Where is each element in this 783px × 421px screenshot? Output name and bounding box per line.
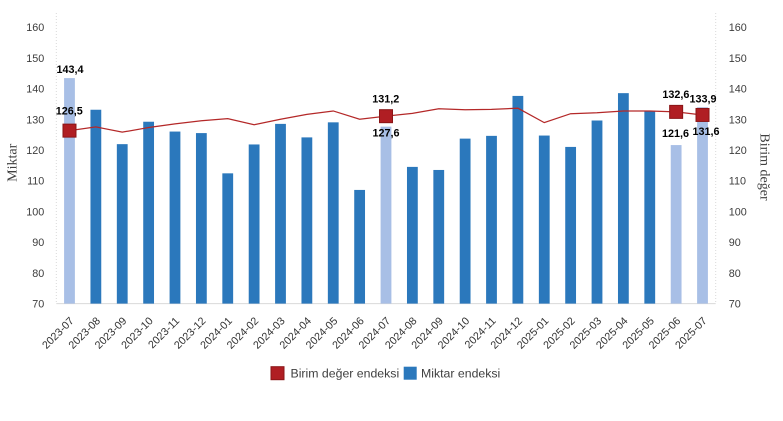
svg-text:121,6: 121,6 <box>662 128 689 140</box>
svg-text:120: 120 <box>729 145 747 157</box>
svg-text:80: 80 <box>729 268 741 280</box>
svg-text:130: 130 <box>729 114 747 126</box>
svg-text:127,6: 127,6 <box>372 128 399 140</box>
svg-text:140: 140 <box>26 84 44 96</box>
svg-text:Birim değer: Birim değer <box>757 133 772 201</box>
svg-text:126,5: 126,5 <box>56 105 83 117</box>
svg-text:150: 150 <box>729 53 747 65</box>
svg-text:120: 120 <box>26 145 44 157</box>
svg-text:160: 160 <box>729 22 747 34</box>
svg-text:90: 90 <box>729 237 741 249</box>
svg-text:131,6: 131,6 <box>692 126 719 138</box>
svg-text:80: 80 <box>32 268 44 280</box>
svg-text:160: 160 <box>26 22 44 34</box>
svg-text:133,9: 133,9 <box>689 93 716 105</box>
svg-text:132,6: 132,6 <box>662 89 689 101</box>
svg-text:Miktar endeksi: Miktar endeksi <box>421 367 500 381</box>
svg-text:70: 70 <box>32 299 44 311</box>
svg-text:110: 110 <box>729 176 746 188</box>
svg-text:100: 100 <box>26 206 44 218</box>
svg-text:Miktar: Miktar <box>6 143 21 181</box>
svg-text:131,2: 131,2 <box>372 94 399 106</box>
svg-text:90: 90 <box>32 237 44 249</box>
svg-text:143,4: 143,4 <box>56 64 83 76</box>
svg-text:110: 110 <box>27 176 44 188</box>
svg-text:70: 70 <box>729 299 741 311</box>
svg-text:100: 100 <box>729 206 747 218</box>
svg-text:Birim değer endeksi: Birim değer endeksi <box>291 367 400 381</box>
svg-text:140: 140 <box>729 84 747 96</box>
svg-text:150: 150 <box>26 53 44 65</box>
svg-text:130: 130 <box>26 114 44 126</box>
